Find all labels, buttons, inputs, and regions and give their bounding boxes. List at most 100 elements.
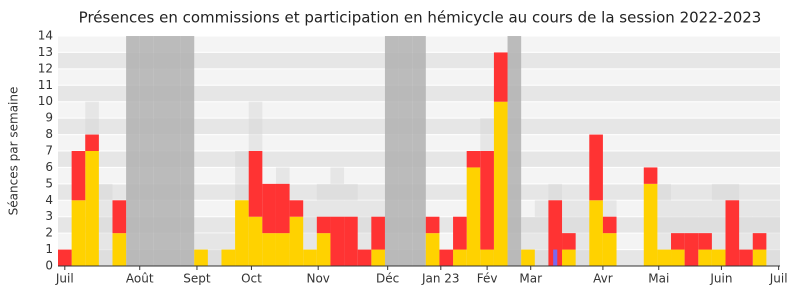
bar-segment [643,183,658,266]
x-tick-label: Mai [648,272,669,286]
bar-segment [589,134,603,201]
bar-segment [303,249,317,266]
bar-segment [262,233,276,266]
bar-segment [112,233,127,266]
y-tick-label: 11 [38,78,53,92]
bar-segment [698,233,712,250]
x-tick-label: Déc [376,272,399,286]
bar-segment [466,167,481,266]
background-bar [153,36,167,266]
bar-segment [221,249,236,266]
y-tick-label: 10 [38,94,53,108]
x-tick-label: Août [126,272,154,286]
bar-segment [752,249,767,266]
bar-segment [643,167,658,184]
y-tick-label: 9 [45,111,53,125]
bar-segment [71,200,86,266]
bar-segment [235,200,249,266]
y-tick-label: 4 [45,193,53,207]
bar-segment [480,249,494,266]
y-tick-label: 3 [45,209,53,223]
background-bar [139,36,154,266]
bar-segment [371,249,385,266]
background-bar [180,36,195,266]
bar-segment [589,200,603,266]
bar-segment [248,216,263,266]
bar-segment [289,216,304,266]
bar-segment [275,183,290,234]
bar-segment [480,151,494,250]
bar-segment [316,216,331,234]
bar-segment [739,249,753,266]
y-tick-label: 1 [45,242,53,256]
y-tick-label: 6 [45,160,53,174]
bar-segment [316,233,331,266]
background-bar [575,200,590,266]
y-tick-label: 7 [45,144,53,158]
bar-segment [602,233,617,266]
y-axis-label: Séances par semaine [7,87,21,216]
bar-segment [248,151,263,217]
bar-segment [439,249,454,266]
bar-segment [58,249,72,266]
bar-segment [521,249,535,266]
background-bar [126,36,140,266]
background-bar [657,183,672,266]
background-bar [207,233,222,266]
x-tick-label: Juil [55,272,74,286]
bar-segment [671,249,685,266]
bar-segment [330,216,345,266]
bar-segment [275,233,290,266]
bar-segment [453,249,467,266]
background-bar [766,200,780,266]
x-tick-label: Mar [519,272,542,286]
bar-segment [548,200,563,266]
bar-segment [85,134,99,151]
x-tick-label: Juil [769,272,788,286]
bar-segment [562,249,576,266]
bar-segment [194,249,208,266]
bar-segment [371,216,385,250]
y-tick-label: 12 [38,61,53,75]
bar-segment [344,216,358,266]
background-bar [98,183,113,266]
background-bar [534,200,549,266]
marker-bar [553,249,558,266]
bar-segment [453,216,467,250]
y-tick-label: 2 [45,226,53,240]
chart-title: Présences en commissions et participatio… [79,9,762,27]
bar-segment [425,233,440,266]
background-bar [384,36,399,266]
bar-segment [698,249,712,266]
x-tick-label: Jan 23 [421,272,460,286]
bar-segment [684,233,699,266]
bar-segment [671,233,685,250]
x-tick-label: Juin [709,272,732,286]
x-tick-label: Avr [593,272,613,286]
y-tick-label: 8 [45,127,53,141]
bar-segment [493,52,508,102]
background-bar [711,183,726,266]
background-bar [166,36,181,266]
bar-segment [493,101,508,266]
bar-segment [725,200,740,266]
x-tick-label: Sept [183,272,211,286]
background-bar [398,36,413,266]
bar-segment [85,151,99,266]
bar-segment [562,233,576,250]
background-bar [507,36,522,266]
y-tick-label: 14 [38,29,53,43]
bar-segment [357,249,372,266]
bar-segment [752,233,767,250]
x-tick-label: Nov [306,272,329,286]
bar-segment [466,151,481,168]
bar-segment [711,249,726,266]
x-tick-label: Oct [241,272,262,286]
background-bar [412,36,426,266]
bar-segment [425,216,440,234]
bar-segment [262,183,276,234]
bar-segment [289,200,304,217]
y-tick-label: 13 [38,45,53,59]
bar-segment [112,200,127,234]
